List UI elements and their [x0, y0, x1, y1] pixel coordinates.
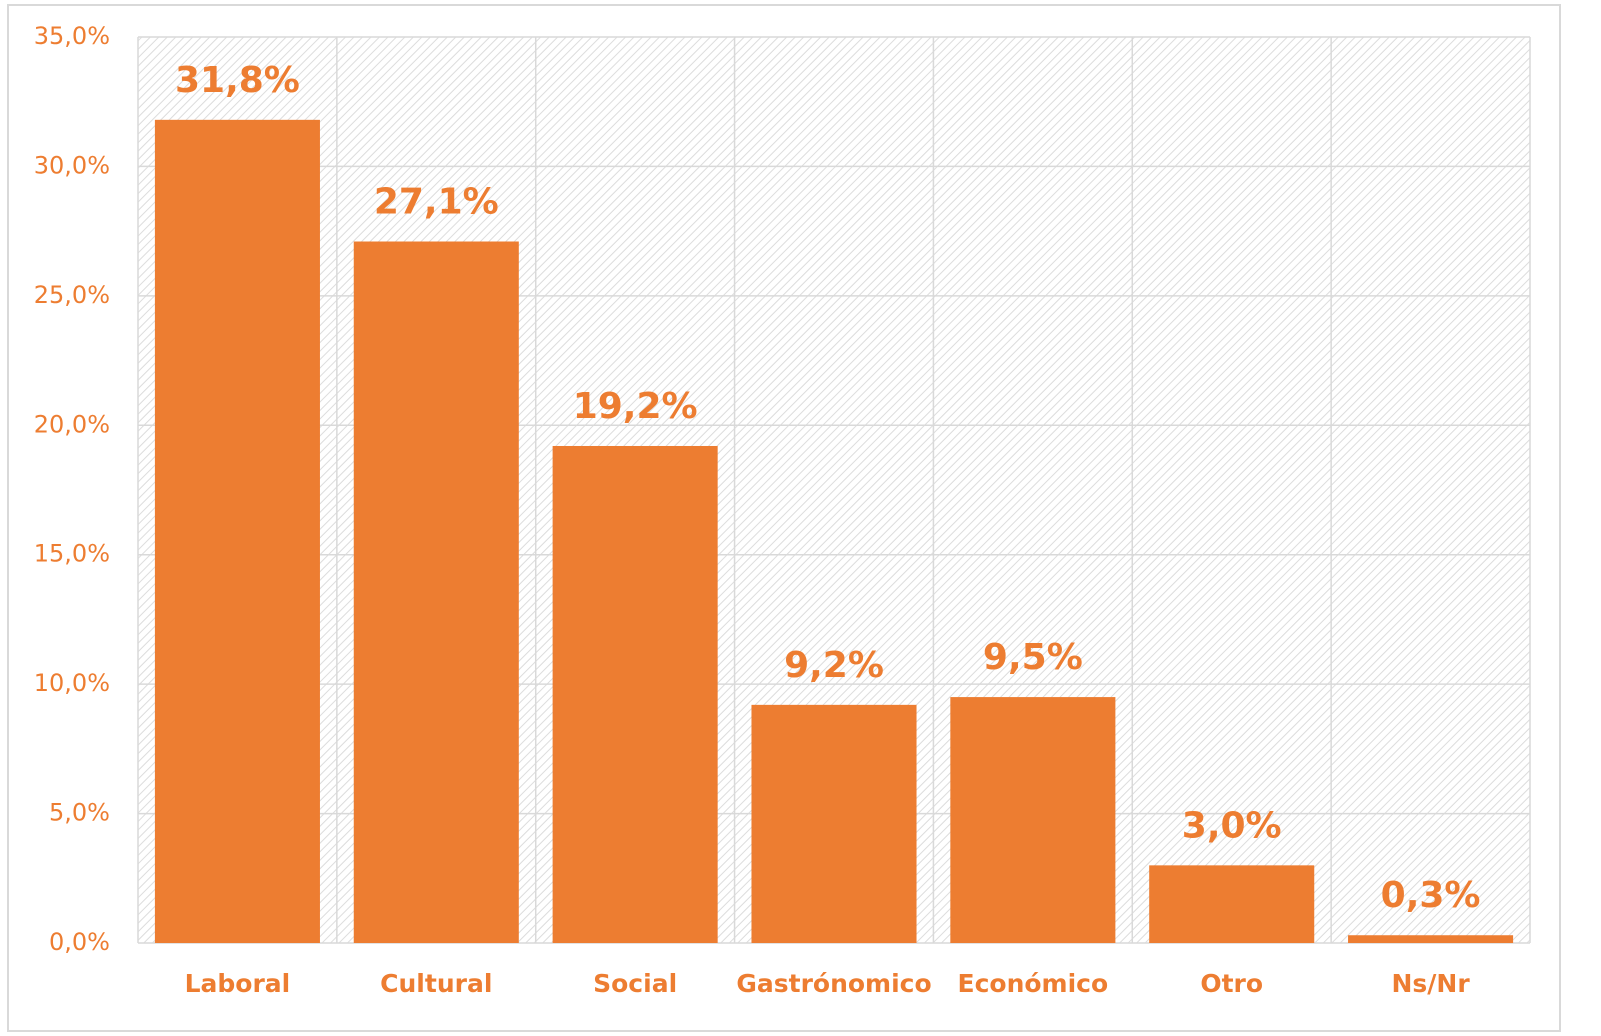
- value-label: 27,1%: [374, 181, 499, 222]
- y-tick-label: 25,0%: [34, 281, 110, 309]
- y-tick-label: 15,0%: [34, 540, 110, 568]
- bar: [353, 241, 519, 944]
- value-label: 9,5%: [983, 637, 1083, 678]
- y-tick-label: 10,0%: [34, 669, 110, 697]
- value-label: 9,2%: [784, 645, 884, 686]
- y-tick-label: 30,0%: [34, 151, 110, 179]
- y-tick-label: 35,0%: [34, 22, 110, 50]
- value-label: 19,2%: [573, 386, 698, 427]
- y-tick-label: 0,0%: [49, 928, 110, 956]
- x-tick-label: Social: [593, 969, 677, 998]
- value-label: 31,8%: [175, 60, 300, 101]
- x-tick-label: Ns/Nr: [1391, 969, 1470, 998]
- value-label: 0,3%: [1381, 875, 1481, 916]
- x-tick-label: Otro: [1200, 969, 1263, 998]
- bar: [552, 445, 718, 943]
- bar: [154, 119, 320, 943]
- bar: [950, 697, 1116, 943]
- x-tick-label: Laboral: [185, 969, 291, 998]
- y-tick-label: 5,0%: [49, 799, 110, 827]
- y-tick-label: 20,0%: [34, 410, 110, 438]
- bar: [1149, 865, 1315, 943]
- x-tick-label: Gastrónomico: [736, 969, 931, 998]
- bar: [1348, 935, 1514, 943]
- x-tick-label: Cultural: [380, 969, 492, 998]
- bar: [751, 704, 917, 943]
- x-tick-label: Económico: [958, 969, 1109, 998]
- value-label: 3,0%: [1182, 805, 1282, 846]
